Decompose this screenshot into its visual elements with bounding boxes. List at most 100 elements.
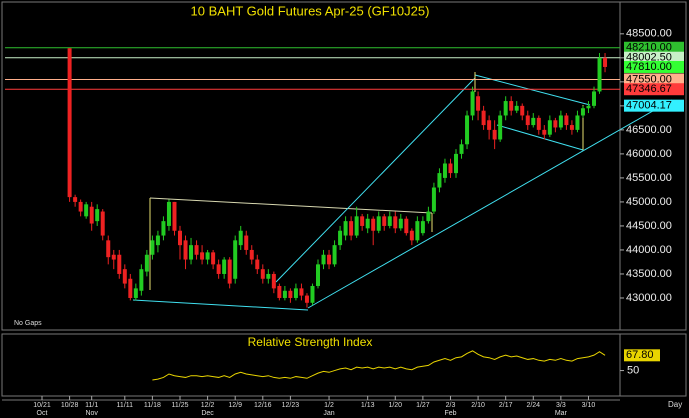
candle-body	[200, 252, 205, 260]
candle-body	[233, 240, 238, 279]
candle-body	[520, 105, 525, 116]
candle-body	[498, 115, 503, 140]
candle-body	[393, 216, 398, 229]
x-tick-label: 11/18	[144, 402, 161, 409]
candle-body	[492, 129, 497, 140]
candle-body	[293, 288, 298, 298]
candle-body	[172, 201, 177, 231]
candle-body	[100, 211, 105, 236]
candle-body	[316, 264, 320, 286]
candle-body	[426, 211, 431, 222]
candle-body	[586, 105, 591, 109]
candle-body	[553, 120, 558, 128]
month-label: Jan	[323, 410, 334, 417]
candle-body	[354, 216, 359, 236]
candle-body	[343, 221, 348, 236]
candle-body	[244, 235, 249, 250]
price-label: 47550.00	[626, 73, 672, 85]
price-label: 48002.50	[626, 52, 672, 64]
candle-body	[442, 163, 447, 178]
y-tick-label: 43000.00	[626, 292, 672, 304]
x-tick-label: 2/17	[499, 402, 513, 409]
candle-body	[238, 230, 243, 246]
candle-body	[89, 206, 94, 224]
candle-body	[360, 216, 365, 226]
candle-body	[365, 218, 370, 229]
candle-body	[288, 290, 293, 298]
rsi-line	[152, 350, 606, 381]
y-tick-label: 46000.00	[626, 148, 672, 160]
trendlines	[132, 72, 673, 311]
trendline	[149, 197, 433, 214]
candle-body	[277, 285, 282, 298]
candle-body	[73, 197, 78, 202]
candle-body	[321, 254, 326, 265]
candle-body	[409, 230, 414, 241]
candle-body	[387, 216, 392, 226]
candle-body	[144, 254, 149, 272]
x-tick-label: 12/2	[201, 402, 215, 409]
y-tick-label: 44500.00	[626, 220, 672, 232]
trendline	[307, 99, 673, 309]
candle-body	[155, 235, 160, 246]
candle-body	[299, 288, 304, 296]
candle-body	[67, 48, 72, 198]
candle-body	[161, 221, 166, 236]
candle-body	[376, 216, 381, 231]
y-tick-label: 44000.00	[626, 244, 672, 256]
candle-body	[111, 254, 116, 260]
month-label: Nov	[85, 410, 98, 417]
candle-body	[249, 249, 254, 260]
price-label: 48210.00	[626, 42, 672, 54]
trendline	[474, 74, 591, 106]
candle-body	[211, 252, 216, 265]
y-tick-label: 45000.00	[626, 196, 672, 208]
candle-body	[531, 117, 536, 126]
candle-body	[178, 230, 182, 246]
x-tick-label: 11/11	[117, 402, 134, 409]
candle-body	[448, 163, 453, 174]
candle-body	[404, 218, 409, 234]
candle-body	[481, 110, 486, 126]
candle-body	[382, 216, 387, 226]
candle-body	[106, 240, 111, 258]
y-tick-label: 50	[627, 364, 639, 376]
x-tick-label: 11/25	[172, 402, 189, 409]
candle-body	[597, 57, 602, 92]
candle-body	[84, 204, 89, 217]
x-tick-label: 10/21	[33, 402, 51, 409]
price-label-box	[624, 99, 684, 112]
candle-body	[117, 254, 122, 274]
month-label: Oct	[37, 410, 48, 417]
candle-body	[255, 259, 260, 270]
candle-body	[564, 115, 569, 126]
candle-body	[139, 269, 144, 291]
rsi-frame	[1, 333, 687, 397]
candle-body	[558, 115, 563, 128]
candle-body	[503, 101, 508, 116]
price-label-box	[624, 51, 684, 64]
candle-body	[547, 120, 552, 135]
price-label: 47004.17	[626, 100, 672, 112]
candle-body	[592, 91, 596, 106]
candle-body	[415, 221, 420, 241]
candle-body	[260, 269, 265, 279]
x-tick-label: 2/24	[526, 402, 540, 409]
y-tick-label: 43500.00	[626, 268, 672, 280]
candle-body	[78, 201, 83, 212]
price-label-box	[624, 73, 684, 86]
month-label: Mar	[555, 410, 568, 417]
candle-body	[349, 221, 354, 236]
candle-body	[580, 108, 585, 116]
candle-body	[332, 245, 337, 265]
x-tick-label: 2/3	[446, 402, 456, 409]
x-tick-label: 12/9	[228, 402, 242, 409]
trendline	[132, 299, 309, 311]
y-tick-label: 46500.00	[626, 124, 672, 136]
x-tick-label: 1/20	[388, 402, 402, 409]
x-unit: Day	[668, 400, 682, 409]
candle-body	[133, 288, 138, 298]
x-tick-label: 12/23	[282, 402, 300, 409]
x-tick-label: 2/10	[471, 402, 485, 409]
